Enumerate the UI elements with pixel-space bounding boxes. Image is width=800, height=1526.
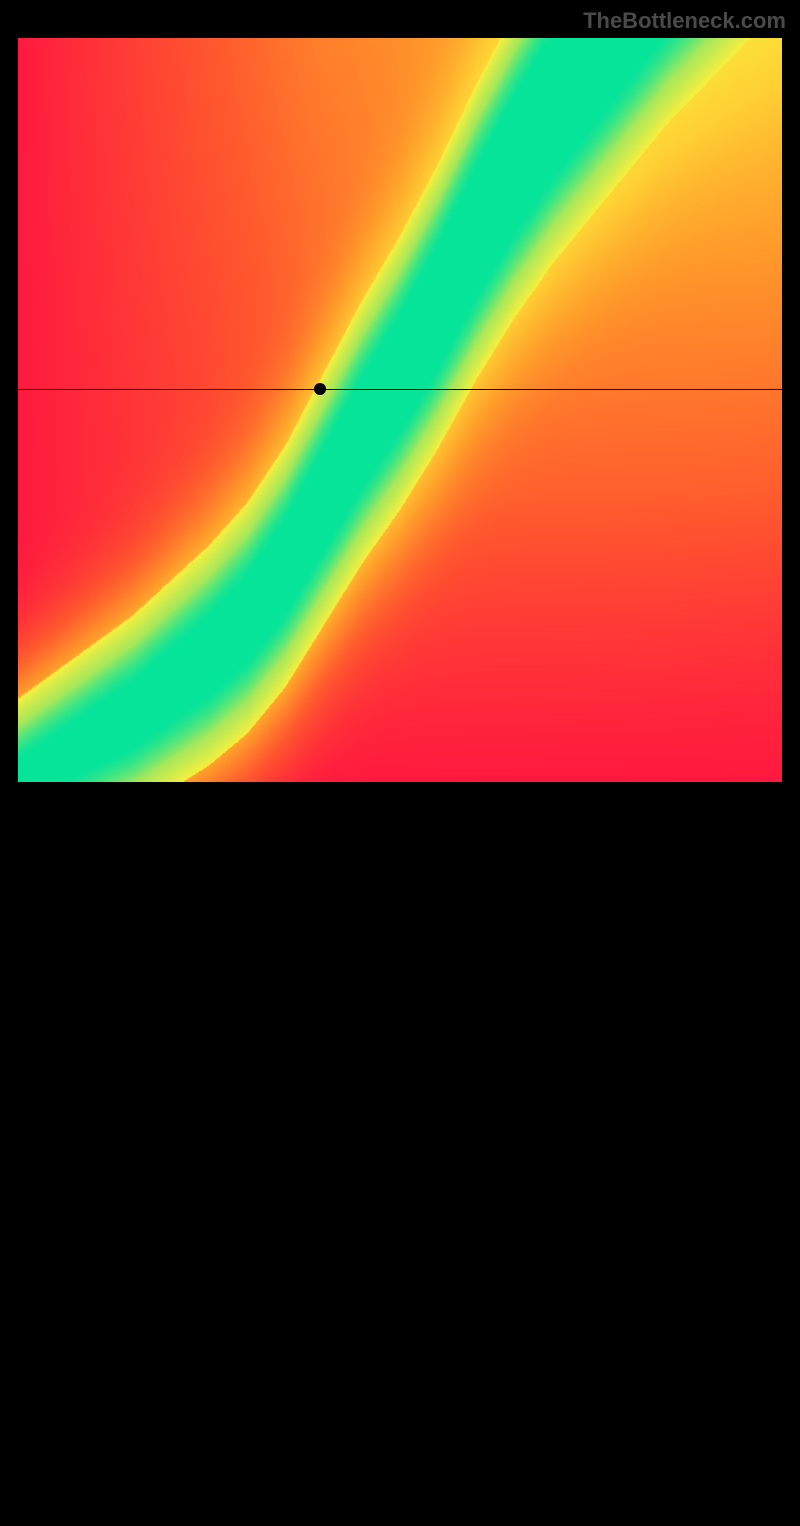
crosshair-horizontal [18, 389, 782, 390]
heatmap-plot [18, 38, 782, 782]
marker-dot [314, 383, 326, 395]
crosshair-vertical [320, 782, 321, 1526]
watermark-text: TheBottleneck.com [583, 8, 786, 34]
heatmap-canvas [18, 38, 782, 782]
